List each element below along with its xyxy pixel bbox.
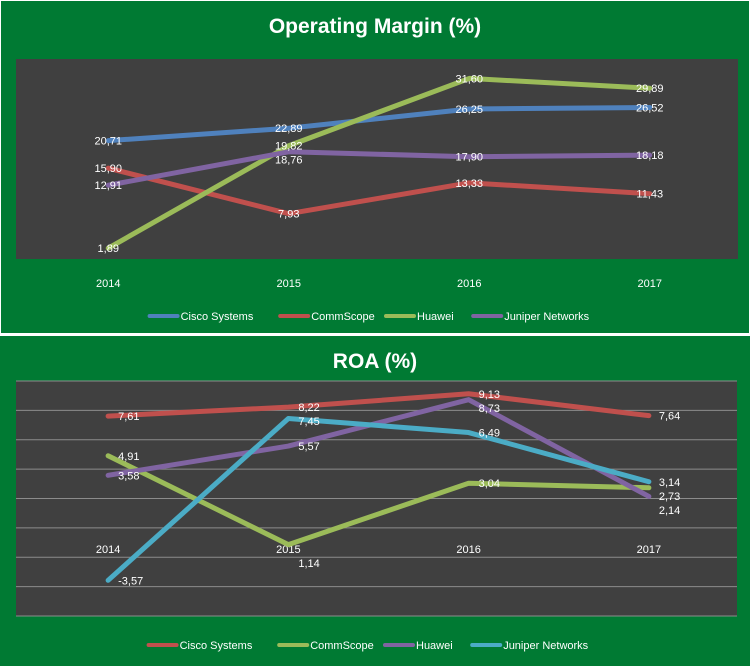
data-label: 19,82 (275, 141, 303, 153)
data-label: 31,60 (455, 73, 483, 85)
series-line-huawei (105, 75, 653, 251)
x-tick-label: 2014 (96, 544, 120, 556)
legend-label: Cisco Systems (180, 640, 253, 652)
series-line-juniper-networks (105, 149, 653, 188)
data-label: 22,89 (275, 123, 303, 135)
x-tick-label: 2014 (96, 278, 120, 290)
x-tick-label: 2017 (637, 544, 661, 556)
legend-label: Huawei (416, 640, 453, 652)
data-label: 7,61 (118, 411, 139, 423)
legend-label: Juniper Networks (504, 311, 589, 323)
data-label: 8,73 (479, 403, 500, 415)
data-label: 17,90 (455, 152, 483, 164)
roa-plot: 2014 2015 2016 2017 7,61 4,91 3,58 -3,57 8,22 7,4… (16, 380, 737, 652)
data-label: 8,22 (298, 402, 319, 414)
data-label: 29,89 (636, 83, 664, 95)
plot-area (16, 59, 738, 259)
series-line-huawei (105, 397, 652, 499)
data-label: 15,90 (94, 163, 122, 175)
data-label: 7,45 (298, 416, 319, 428)
legend-label: Cisco Systems (181, 311, 254, 323)
data-label: 6,49 (479, 428, 500, 440)
data-label: 3,14 (659, 477, 680, 489)
data-label: 11,43 (636, 189, 663, 201)
data-label: 4,91 (118, 451, 139, 463)
legend-label: Huawei (417, 311, 454, 323)
data-label: -3,57 (118, 575, 143, 587)
x-tick-label: 2016 (457, 278, 481, 290)
operating-margin-plot: 2014 2015 2016 2017 20,71 15,90 12,91 1,89 22,89… (16, 59, 738, 323)
data-label: 20,71 (94, 136, 122, 148)
data-label: 3,04 (479, 478, 500, 490)
data-label: 1,89 (98, 243, 119, 255)
data-label: 7,64 (659, 411, 680, 423)
legend-label: Juniper Networks (503, 640, 588, 652)
series-line-cisco-systems (105, 104, 653, 144)
data-label: 9,13 (479, 389, 500, 401)
data-label: 7,93 (278, 209, 299, 221)
series-line-commscope (105, 165, 653, 217)
data-label: 2,73 (659, 491, 680, 503)
x-tick-label: 2015 (276, 544, 300, 556)
data-label: 13,33 (455, 178, 483, 190)
legend-label: CommScope (311, 311, 375, 323)
data-label: 12,91 (94, 180, 122, 192)
data-label: 26,25 (455, 104, 483, 116)
x-tick-label: 2015 (277, 278, 301, 290)
x-tick-label: 2017 (638, 278, 662, 290)
data-label: 3,58 (118, 470, 139, 482)
legend-label: CommScope (310, 640, 374, 652)
data-label: 18,76 (275, 155, 303, 167)
x-tick-label: 2016 (456, 544, 480, 556)
series-line-cisco-systems (105, 391, 652, 419)
roa-chart: ROA (%) 2014 2015 2016 2017 7,61 4,91 3,58 -3,5… (0, 336, 750, 666)
series-line-juniper-networks (105, 415, 652, 583)
data-label: 18,18 (636, 150, 664, 162)
data-label: 1,14 (298, 558, 319, 570)
chart-title: Operating Margin (%) (268, 15, 482, 38)
data-label: 26,52 (636, 102, 664, 114)
data-label: 2,14 (659, 505, 680, 517)
operating-margin-chart: Operating Margin (%) 2014 2015 2016 2017 20,… (0, 0, 750, 334)
data-label: 5,57 (298, 441, 319, 453)
chart-title: ROA (%) (332, 350, 418, 373)
